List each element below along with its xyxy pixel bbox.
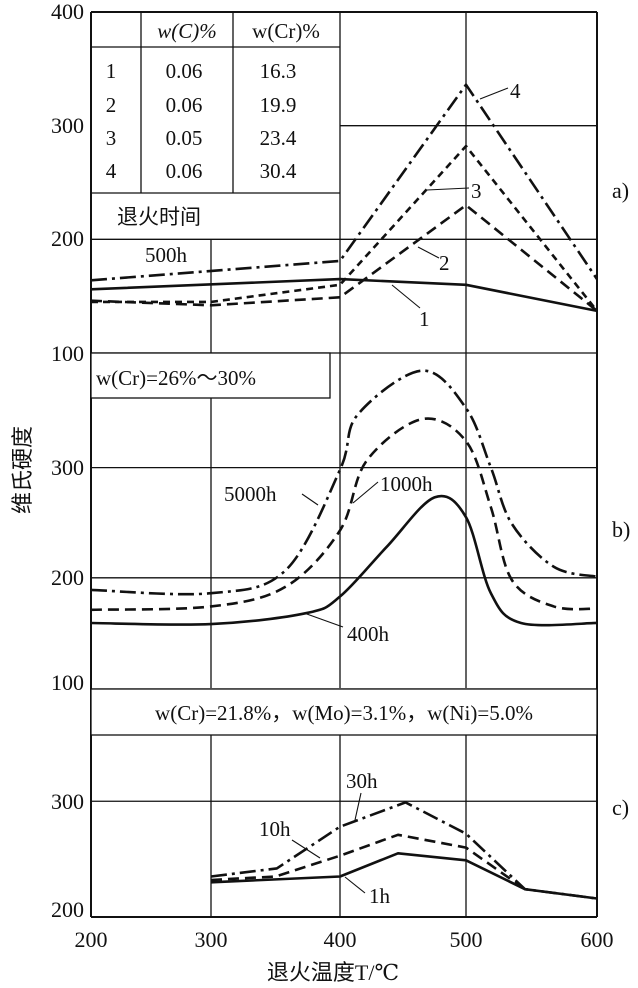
table-cell: 30.4	[260, 159, 297, 183]
series-label-2: 2	[439, 251, 450, 275]
series-line-a-3	[91, 144, 599, 312]
table-cell: 16.3	[260, 59, 297, 83]
x-tick-labels: 200 300 400 500 600	[75, 927, 614, 952]
composition-table: w(C)% w(Cr)% 1 0.06 16.3 2 0.06 19.9 3 0…	[91, 12, 340, 267]
curves	[90, 83, 599, 900]
y-tick-label: 300	[51, 455, 84, 480]
table-cell: 0.06	[166, 159, 203, 183]
condition-box-b	[90, 352, 331, 399]
panel-label-a: a)	[612, 178, 629, 203]
series-label-4: 4	[510, 79, 521, 103]
y-tick-labels: 100 200 300 400 100 200 300 200 300	[51, 0, 84, 922]
y-tick-label: 100	[51, 670, 84, 695]
series-label-1: 1	[419, 307, 430, 331]
table-cell: 4	[106, 159, 117, 183]
series-label-30h: 30h	[346, 769, 378, 793]
x-tick-label: 200	[75, 927, 108, 952]
x-tick-label: 400	[324, 927, 357, 952]
series-line-a-2	[90, 203, 598, 312]
series-label-1h: 1h	[369, 884, 391, 908]
y-tick-label: 200	[51, 565, 84, 590]
table-cell: 0.05	[166, 126, 203, 150]
x-tick-label: 300	[195, 927, 228, 952]
table-cell: 1	[106, 59, 117, 83]
panel-label-c: c)	[612, 795, 629, 820]
series-label-400h: 400h	[347, 622, 390, 646]
series-line-a-1	[90, 277, 598, 313]
x-tick-label: 600	[581, 927, 614, 952]
series-line-a-4	[90, 83, 599, 282]
panel-label-b: b)	[612, 517, 630, 542]
x-axis-label: 退火温度T/℃	[267, 960, 399, 985]
table-cell: 0.06	[166, 59, 203, 83]
x-tick-label: 500	[450, 927, 483, 952]
y-tick-label: 100	[51, 341, 84, 366]
table-cell: 0.06	[166, 93, 203, 117]
series-line-b-400h	[90, 494, 598, 627]
y-tick-label: 200	[51, 226, 84, 251]
y-tick-label: 200	[51, 897, 84, 922]
curve-labels: 4 3 2 1 5000h 1000h 400h 30h 10h 1h	[224, 79, 521, 908]
condition-box-c	[90, 688, 598, 736]
series-line-b-1000h	[90, 417, 598, 612]
condition-label-c: w(Cr)=21.8%，w(Mo)=3.1%，w(Ni)=5.0%	[155, 701, 533, 725]
series-line-b-5000h	[90, 369, 598, 596]
series-line-c-1h	[210, 852, 598, 900]
y-axis-label: 维氏硬度	[10, 426, 35, 514]
series-label-3: 3	[471, 179, 482, 203]
annealing-time-label: 500h	[145, 243, 188, 267]
y-tick-label: 300	[51, 113, 84, 138]
table-cell: 19.9	[260, 93, 297, 117]
series-label-10h: 10h	[259, 817, 291, 841]
table-header-carbon: w(C)%	[157, 19, 217, 43]
table-cell: 23.4	[260, 126, 297, 150]
y-tick-label: 300	[51, 789, 84, 814]
series-line-c-10h	[210, 833, 526, 891]
table-header-chromium: w(Cr)%	[252, 19, 320, 43]
series-label-1000h: 1000h	[380, 472, 433, 496]
y-tick-label: 400	[51, 0, 84, 24]
condition-label-b: w(Cr)=26%～30%	[96, 366, 256, 390]
table-cell: 3	[106, 126, 117, 150]
annealing-time-title: 退火时间	[117, 205, 201, 229]
table-cell: 2	[106, 93, 117, 117]
series-label-5000h: 5000h	[224, 482, 277, 506]
